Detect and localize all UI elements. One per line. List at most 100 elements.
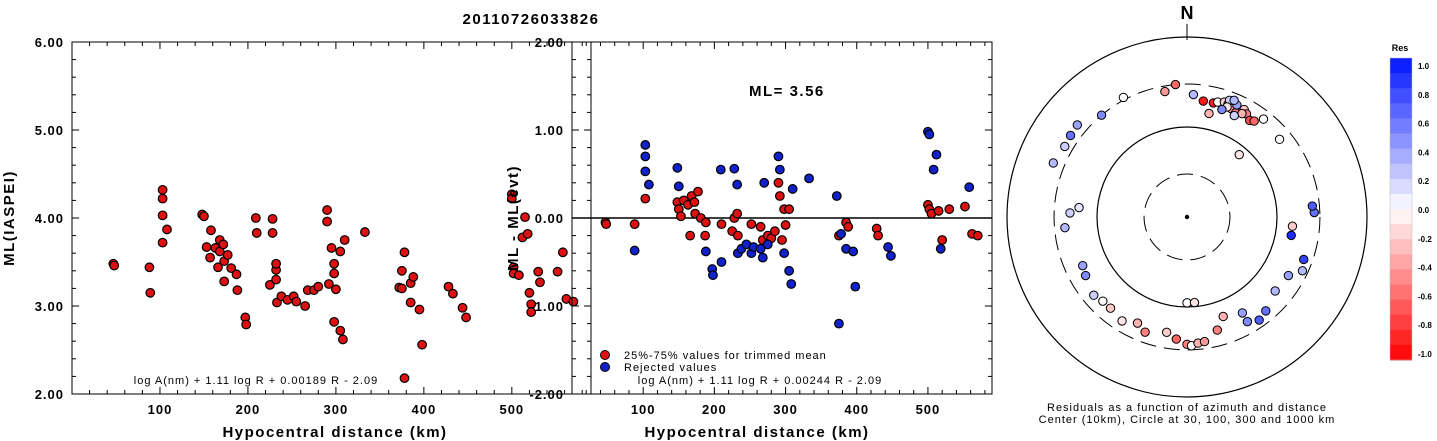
station-residual-point [1160,86,1170,97]
data-point-used [676,211,686,222]
data-point-rejected [883,242,893,252]
colorbar-swatch [1390,163,1412,180]
data-point-used [732,230,743,241]
data-point-used [520,212,530,223]
data-point-rejected [640,151,651,162]
station-residual-point [1074,202,1084,213]
data-point-rejected [773,151,784,162]
station-residual-point [1217,104,1227,115]
data-point-used [777,235,787,245]
x-tick-label: 400 [844,402,869,417]
colorbar-swatch [1390,299,1412,316]
colorbar-tick-label: 0.0 [1418,206,1430,215]
colorbar-swatch [1390,329,1412,346]
data-point-used [522,228,533,239]
colorbar-frame [1389,57,1413,361]
data-point-used [338,334,348,345]
station-residual-point [1060,141,1070,152]
station-residual-point [1161,327,1172,338]
data-point-used [933,206,944,216]
data-point-used [162,224,172,235]
center-dot [1184,214,1190,220]
data-point-used [552,266,563,277]
polar-caption-1: Residuals as a function of azimuth and d… [1047,402,1327,414]
data-point-used [417,339,428,350]
station-residual-point [1096,110,1107,120]
colorbar-swatch [1390,118,1412,134]
data-point-used [199,211,209,222]
station-residual-point [1077,260,1088,271]
data-point-used [241,319,252,330]
colorbar-swatch [1390,88,1412,104]
data-point-rejected [928,164,939,175]
data-point-used [396,265,407,276]
data-point-used [601,219,612,230]
colorbar-swatch [1390,73,1412,89]
station-residual-point [1117,316,1127,326]
colorbar-swatch [1390,133,1412,150]
data-point-used [157,184,168,195]
x-tick-label: 500 [916,402,941,417]
data-point-rejected [886,250,896,261]
data-point-used [396,283,407,294]
data-point-used [201,242,212,252]
data-point-used [313,281,324,292]
data-point-rejected [831,191,842,201]
x-tick-label: 100 [631,402,656,417]
colorbar-swatch [1390,103,1412,119]
colorbar-tick-label: -0.6 [1418,292,1432,301]
data-point-used [716,219,727,230]
data-point-rejected [716,257,727,267]
station-residual-point [1132,318,1143,328]
colorbar-swatch [1390,148,1412,165]
station-residual-point [1140,327,1150,337]
y-tick-label: -2.00 [529,387,564,402]
y-tick-label: 6.00 [35,35,64,50]
data-point-used [339,235,350,245]
data-point-used [330,284,341,295]
colorbar-tick-label: 1.0 [1418,62,1430,71]
data-point-used [157,193,168,204]
data-point-used [506,193,517,204]
formula-label: log A(nm) + 1.11 log R + 0.00189 R - 2.0… [134,375,378,387]
data-point-used [335,325,346,336]
data-point-used [843,221,854,232]
data-point-rejected [700,246,711,257]
panel-ml-residual: -2.00 -1.00 0.00 1.00 2.00 100 200 300 400 500 ML… [505,35,993,441]
data-point-used [157,237,168,248]
data-point-rejected [708,270,718,281]
data-point-used [629,219,640,230]
colorbar-swatch [1390,269,1412,285]
data-point-used [773,177,784,188]
data-point-used [972,230,983,241]
data-point-used [513,270,524,281]
x-tick-label: 400 [412,402,437,417]
data-point-used [267,213,278,224]
station-residual-point [1283,270,1294,281]
ml-annotation: ML= 3.56 [749,83,825,100]
data-point-used [685,230,696,241]
station-residual-point [1287,221,1298,231]
ring-30km [1143,173,1231,261]
colorbar-swatch [1390,193,1412,210]
station-residual-point [1198,96,1208,106]
data-point-used [206,225,216,236]
data-point-used [144,262,155,273]
data-point-rejected [924,129,935,140]
data-point-rejected [935,243,946,254]
data-point-used [960,201,970,212]
data-point-used [526,307,537,318]
data-point-used [557,247,568,258]
data-point-used [145,287,156,298]
data-point-used [271,258,281,269]
data-point-used [457,302,468,313]
station-residual-point [1297,266,1308,276]
legend-label-used: 25%-75% values for trimmed mean [624,350,827,362]
north-label: N [1181,3,1194,23]
y-tick-label: 1.00 [535,123,564,138]
colorbar-tick-label: -0.8 [1418,321,1432,330]
colorbar-tick-label: -1.0 [1418,350,1432,359]
station-residual-point [1065,130,1076,141]
x-tick-label: 100 [148,402,173,417]
